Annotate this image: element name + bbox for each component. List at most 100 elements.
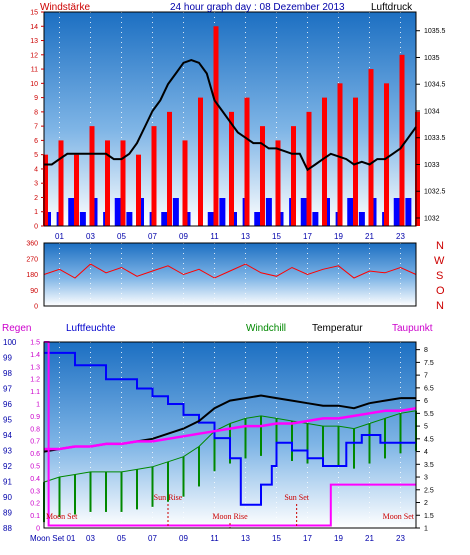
- x-first-label: Moon Set 01: [30, 534, 76, 543]
- legend-windchill: Windchill: [246, 323, 286, 334]
- wind-tick-label: 9: [34, 95, 38, 102]
- temperature-tick-label: 6.5: [424, 385, 434, 392]
- legend-luftfeuchte: Luftfeuchte: [66, 323, 116, 334]
- temperature-tick-label: 6: [424, 398, 428, 405]
- humidity-tick-label: 95: [3, 416, 12, 425]
- dewpoint-line: [44, 406, 417, 451]
- wind-bar: [415, 111, 420, 226]
- pressure-tick-label: 1032: [424, 215, 440, 222]
- wind-tick-label: 8: [34, 109, 38, 116]
- direction-tick-label: 270: [26, 256, 38, 263]
- x-tick-label: 17: [303, 534, 312, 543]
- humidity-bar: [161, 212, 168, 226]
- temperature-tick-label: 3: [424, 475, 428, 482]
- humidity-bar: [254, 212, 261, 226]
- x-tick-label: 17: [303, 232, 312, 241]
- rain-tick-label: 0.9: [30, 414, 40, 421]
- x-tick-label: 23: [396, 534, 405, 543]
- x-tick-label: 05: [117, 534, 126, 543]
- wind-bar: [244, 97, 250, 226]
- wind-pressure-panel: [43, 26, 420, 227]
- wind-tick-label: 4: [34, 166, 38, 173]
- humidity-bar: [79, 212, 86, 226]
- x-tick-label: 03: [86, 534, 95, 543]
- wind-bar: [368, 69, 374, 226]
- wind-bar: [151, 126, 157, 226]
- x-tick-label: 19: [334, 534, 343, 543]
- pressure-line: [44, 59, 417, 172]
- direction-tick-label: 360: [26, 241, 38, 248]
- direction-tick-label: 90: [30, 288, 38, 295]
- wind-bar: [182, 140, 188, 226]
- wind-bar: [353, 97, 358, 226]
- pressure-tick-label: 1033.5: [424, 135, 446, 142]
- temperature-tick-label: 5: [424, 424, 428, 431]
- humidity-bar: [68, 198, 75, 226]
- wind-tick-label: 6: [34, 138, 38, 145]
- windchill-line: [43, 410, 417, 483]
- chart-title: 24 hour graph day : 08 Dezember 2013: [170, 2, 345, 13]
- rain-tick-label: 1.5: [30, 340, 40, 347]
- wind-tick-label: 15: [30, 10, 38, 17]
- humidity-bar: [219, 198, 226, 226]
- direction-label-n-bottom: N: [436, 300, 444, 312]
- humidity-tick-label: 97: [3, 385, 12, 394]
- direction-label-o: O: [436, 285, 445, 297]
- humidity-bar: [300, 198, 307, 226]
- x-tick-label: 21: [365, 232, 374, 241]
- wind-bar: [291, 126, 296, 226]
- x-tick-label: 19: [334, 232, 343, 241]
- rain-tick-label: 0.3: [30, 488, 40, 495]
- humidity-bar: [172, 198, 179, 226]
- humidity-tick-label: 92: [3, 462, 12, 471]
- rain-tick-label: 0: [36, 526, 40, 533]
- humidity-tick-label: 100: [3, 338, 17, 347]
- humidity-line: [44, 351, 416, 506]
- pressure-tick-label: 1035: [424, 55, 440, 62]
- x-tick-label: 13: [241, 534, 250, 543]
- wind-bar: [167, 111, 172, 226]
- rain-tick-label: 1.2: [30, 377, 40, 384]
- direction-line: [43, 263, 417, 279]
- wind-direction-panel: [43, 263, 417, 279]
- wind-tick-label: 13: [30, 38, 38, 45]
- temperature-tick-label: 1.5: [424, 513, 434, 520]
- wind-bar: [89, 126, 95, 226]
- wind-bar: [43, 154, 48, 226]
- wind-tick-label: 14: [30, 24, 38, 31]
- humidity-bar: [312, 212, 319, 226]
- direction-label-s: S: [436, 270, 443, 282]
- x-tick-label: 09: [179, 232, 188, 241]
- wind-bar: [229, 111, 234, 226]
- direction-tick-label: 180: [26, 272, 38, 279]
- wind-tick-label: 3: [34, 181, 38, 188]
- wind-bar: [213, 26, 219, 227]
- legend-temperatur: Temperatur: [312, 323, 363, 334]
- humidity-tick-label: 96: [3, 400, 12, 409]
- direction-tick-label: 0: [34, 304, 38, 311]
- wind-bar: [74, 154, 79, 226]
- wind-bar: [136, 154, 141, 226]
- x-tick-label: 03: [86, 232, 95, 241]
- rain-tick-label: 0.8: [30, 426, 40, 433]
- x-tick-label: 21: [365, 534, 374, 543]
- temperature-tick-label: 8: [424, 347, 428, 354]
- temperature-tick-label: 4.5: [424, 436, 434, 443]
- rain-tick-label: 0.5: [30, 464, 40, 471]
- wind-bar: [58, 140, 64, 226]
- wind-bar: [384, 83, 389, 226]
- humidity-tick-label: 93: [3, 447, 12, 456]
- wind-tick-label: 1: [34, 209, 38, 216]
- wind-tick-label: 2: [34, 195, 38, 202]
- wind-tick-label: 0: [34, 224, 38, 231]
- x-tick-label: 11: [210, 232, 219, 241]
- temperature-tick-label: 2: [424, 500, 428, 507]
- rain-tick-label: 1.4: [30, 352, 40, 359]
- pressure-tick-label: 1034.5: [424, 82, 446, 89]
- rain-tick-label: 0.1: [30, 513, 40, 520]
- wind-bar: [275, 140, 281, 226]
- rain-tick-label: 1.1: [30, 389, 40, 396]
- wind-tick-label: 5: [34, 152, 38, 159]
- x-tick-label: 23: [396, 232, 405, 241]
